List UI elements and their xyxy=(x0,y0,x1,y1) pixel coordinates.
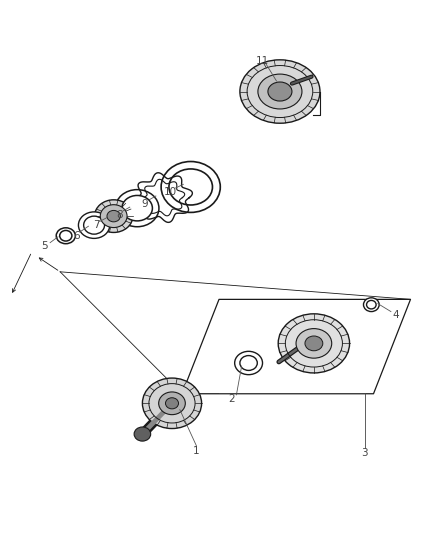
Ellipse shape xyxy=(161,161,220,213)
Text: 8: 8 xyxy=(117,209,123,220)
Ellipse shape xyxy=(296,329,332,358)
Ellipse shape xyxy=(169,169,212,205)
Text: 9: 9 xyxy=(142,199,148,209)
Ellipse shape xyxy=(56,228,75,244)
Ellipse shape xyxy=(159,392,185,415)
Ellipse shape xyxy=(116,190,159,227)
Ellipse shape xyxy=(235,351,262,375)
Text: 10: 10 xyxy=(164,187,177,197)
Ellipse shape xyxy=(268,82,292,101)
Ellipse shape xyxy=(122,196,152,221)
Ellipse shape xyxy=(305,336,323,351)
Ellipse shape xyxy=(166,398,179,409)
Text: 3: 3 xyxy=(361,448,368,458)
Text: 7: 7 xyxy=(93,220,99,230)
Text: 6: 6 xyxy=(73,231,80,241)
Ellipse shape xyxy=(134,427,151,441)
Ellipse shape xyxy=(95,200,133,232)
Ellipse shape xyxy=(60,230,72,241)
Text: 1: 1 xyxy=(193,446,200,456)
Ellipse shape xyxy=(100,205,127,228)
Ellipse shape xyxy=(240,356,257,370)
Ellipse shape xyxy=(364,298,379,312)
Ellipse shape xyxy=(240,60,320,123)
Ellipse shape xyxy=(278,314,350,373)
Ellipse shape xyxy=(258,74,302,109)
Ellipse shape xyxy=(84,216,105,234)
Text: 2: 2 xyxy=(228,394,234,404)
Text: 5: 5 xyxy=(42,241,48,252)
Text: 4: 4 xyxy=(392,310,399,320)
Ellipse shape xyxy=(367,301,376,309)
Ellipse shape xyxy=(142,378,201,429)
Ellipse shape xyxy=(107,211,120,222)
Ellipse shape xyxy=(78,212,110,238)
Text: 11: 11 xyxy=(256,56,269,66)
